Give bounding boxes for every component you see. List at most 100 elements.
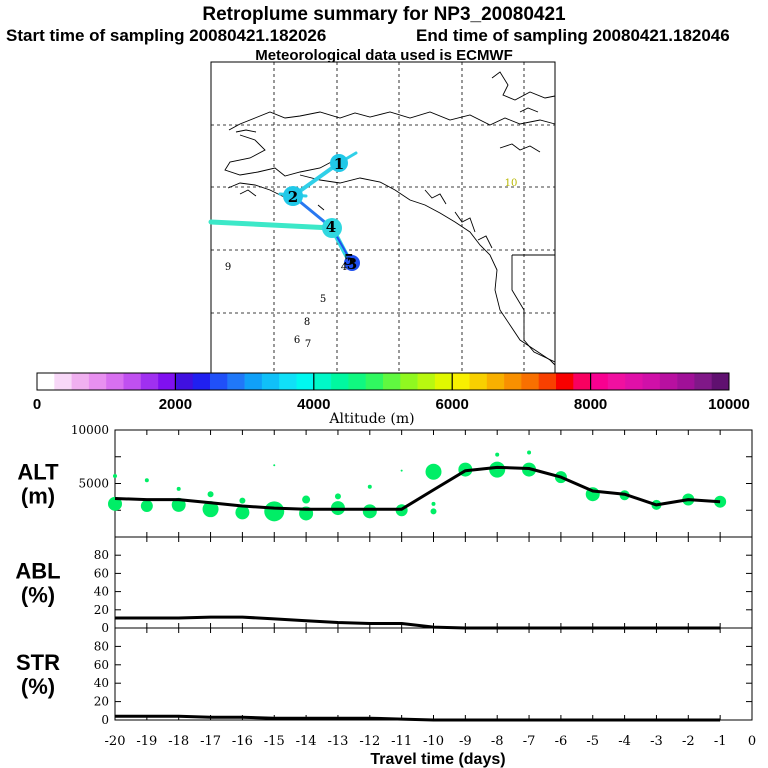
colorbar-cell	[348, 373, 366, 390]
colorbar-cell	[469, 373, 488, 390]
x-tick-label: -10	[423, 734, 444, 749]
colorbar-cell	[175, 373, 193, 390]
altitude-marker	[140, 499, 153, 512]
y-tick-label: 60	[94, 658, 109, 672]
series-line-alt	[114, 465, 721, 511]
y-tick-label: 5000	[78, 477, 109, 491]
colorbar-cell	[331, 373, 349, 390]
y-tick-label: 60	[94, 566, 109, 580]
y-tick-label: 20	[94, 603, 109, 617]
time-series-panels: 500010000ALT(m)020406080ABL(%)020406080S…	[15, 423, 756, 768]
altitude-marker	[430, 508, 437, 515]
panel-ylabel: ABL	[15, 559, 60, 584]
y-tick-label: 80	[94, 639, 109, 653]
colorbar-cell	[71, 373, 90, 390]
altitude-marker	[362, 504, 377, 519]
y-tick-label: 80	[94, 548, 109, 562]
colorbar-cell	[158, 373, 176, 390]
colorbar-tick-label: 4000	[297, 396, 330, 413]
x-tick-label: -1	[714, 734, 727, 749]
meteorological-data-label: Meteorological data used is ECMWF	[255, 47, 513, 64]
colorbar-cell	[192, 373, 211, 390]
colorbar-cell	[106, 373, 124, 390]
panel-frame	[114, 627, 753, 721]
map-scatter-label-7: 7	[305, 339, 311, 350]
altitude-marker	[527, 450, 532, 455]
plume-markers	[283, 154, 360, 271]
panel-frame	[114, 429, 753, 538]
map-track-label-3: 3	[347, 255, 357, 273]
x-tick-label: -8	[491, 734, 504, 749]
colorbar-cell	[261, 373, 280, 390]
x-tick-label: -18	[168, 734, 189, 749]
colorbar-cell	[607, 373, 626, 390]
colorbar-cell	[296, 373, 315, 390]
colorbar-cell	[486, 373, 505, 390]
altitude-marker	[495, 452, 500, 457]
x-axis-label: Travel time (days)	[370, 751, 505, 768]
y-tick-label: 20	[94, 695, 109, 709]
map-track-label-2: 2	[288, 188, 298, 206]
panel-frame	[114, 536, 753, 629]
x-tick-label: -6	[555, 734, 568, 749]
map-scatter-label-4: 4	[341, 262, 347, 273]
colorbar-tick-label: 0	[33, 396, 41, 413]
colorbar-cell	[521, 373, 539, 390]
x-tick-label: -9	[459, 734, 472, 749]
series-line-abl	[115, 615, 721, 630]
map-track-label-5: 5	[344, 251, 354, 269]
colorbar-cell	[279, 373, 297, 390]
colorbar-tick-label: 8000	[574, 396, 607, 413]
colorbar-cell	[54, 373, 72, 390]
colorbar-cell	[313, 373, 332, 390]
colorbar-cell	[538, 373, 557, 390]
panel-ylabel: ALT	[17, 460, 59, 485]
x-tick-label: -15	[264, 734, 285, 749]
start-time-label: Start time of sampling 20080421.182026	[6, 26, 327, 45]
x-tick-label: -4	[618, 734, 631, 749]
altitude-marker	[113, 474, 117, 479]
colorbar-cell	[37, 373, 55, 390]
panel-ylabel-unit: (m)	[21, 484, 55, 509]
map-scatter-label-8: 8	[304, 317, 310, 328]
map-track-label-4: 4	[326, 218, 336, 236]
altitude-marker	[273, 464, 276, 467]
altitude-colorbar: 0 2000 4000 6000 8000 10000 Altitude (m)	[33, 372, 750, 427]
x-tick-label: -7	[523, 734, 536, 749]
y-tick-label: 0	[101, 713, 109, 727]
altitude-marker	[235, 505, 250, 520]
colorbar-cell	[694, 373, 712, 390]
altitude-marker	[431, 501, 436, 506]
colorbar-frame	[36, 372, 730, 391]
altitude-marker	[264, 501, 285, 522]
colorbar-cell	[244, 373, 263, 390]
colorbar-cell	[625, 373, 643, 390]
panel-ylabel-unit: (%)	[21, 674, 55, 699]
altitude-marker	[239, 497, 246, 504]
colorbar-cell	[452, 373, 470, 390]
end-time-label: End time of sampling 20080421.182046	[416, 26, 730, 45]
colorbar-cell	[383, 373, 401, 390]
colorbar-tick-label: 6000	[436, 396, 469, 413]
map-scatter-label-9: 9	[225, 262, 231, 273]
series-line-str	[115, 714, 721, 722]
altitude-marker	[108, 496, 122, 511]
colorbar-cell	[711, 373, 730, 390]
x-tick-label: 0	[748, 734, 756, 749]
x-tick-label: -11	[391, 734, 412, 749]
panel-str: 0 20 40 60 80 STR(%)	[16, 627, 753, 727]
altitude-marker	[176, 486, 181, 491]
altitude-marker	[144, 478, 149, 483]
colorbar-cell	[659, 373, 678, 390]
y-tick-label: 10000	[71, 423, 109, 437]
colorbar-cell	[210, 373, 228, 390]
altitude-marker	[400, 469, 403, 472]
y-tick-label: 40	[94, 676, 109, 690]
x-tick-label: -13	[327, 734, 348, 749]
colorbar-cell	[400, 373, 418, 390]
colorbar-cell	[434, 373, 453, 390]
x-tick-label: -2	[682, 734, 695, 749]
